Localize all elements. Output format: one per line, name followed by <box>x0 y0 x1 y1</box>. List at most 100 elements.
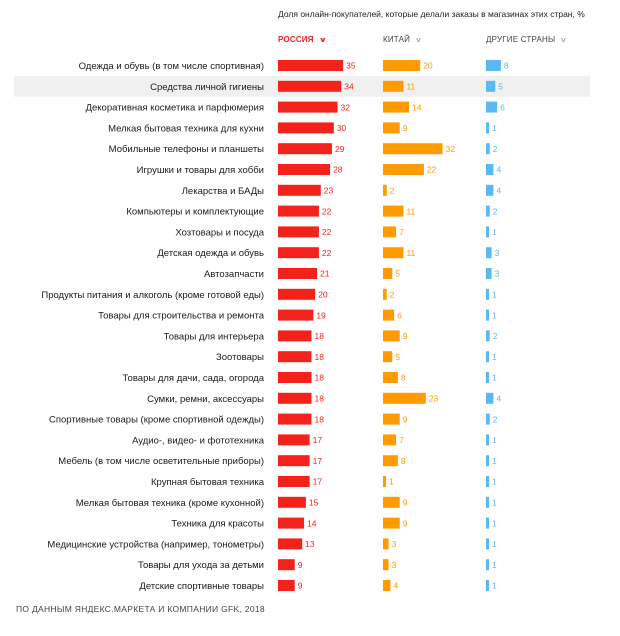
bar-other <box>486 101 498 113</box>
bar-china <box>383 330 400 342</box>
value-label-other: 3 <box>495 269 500 279</box>
value-label-russia: 17 <box>313 435 323 445</box>
value-label-china: 14 <box>412 102 422 112</box>
category-label: Средства личной гигиены <box>150 82 264 93</box>
value-label-other: 1 <box>492 310 497 320</box>
bar-other <box>486 143 490 155</box>
value-label-china: 6 <box>397 310 402 320</box>
value-label-russia: 9 <box>298 581 303 591</box>
category-label: Товары для строительства и ремонта <box>98 311 265 322</box>
bar-other <box>486 122 489 134</box>
category-label: Медицинские устройства (например, тономе… <box>47 539 264 550</box>
bar-other <box>486 164 494 175</box>
bar-china <box>383 288 387 300</box>
bar-russia <box>278 205 319 217</box>
value-label-china: 8 <box>401 373 406 383</box>
bar-russia <box>278 413 312 425</box>
bar-china <box>383 517 400 529</box>
category-label: Компьютеры и комплектующие <box>126 207 264 218</box>
value-label-china: 5 <box>395 352 400 362</box>
chevron-down-icon: ∨ <box>560 37 568 44</box>
bar-russia <box>278 455 310 467</box>
category-label: Мобильные телефоны и планшеты <box>109 144 264 155</box>
category-label: Товары для ухода за детьми <box>138 560 264 571</box>
bar-russia <box>278 580 295 591</box>
category-label: Детская одежда и обувь <box>157 248 264 259</box>
bar-russia <box>278 101 338 113</box>
value-label-china: 3 <box>392 539 397 549</box>
category-label: Сумки, ремни, аксессуары <box>147 394 264 405</box>
value-label-other: 1 <box>492 456 497 466</box>
value-label-russia: 23 <box>324 186 334 196</box>
category-label: Продукты питания и алкоголь (кроме готов… <box>41 290 264 301</box>
bar-russia <box>278 226 319 238</box>
column-header-china-label: КИТАЙ <box>383 35 411 44</box>
bar-russia <box>278 60 344 71</box>
category-label: Спортивные товары (кроме спортивной одеж… <box>49 415 264 426</box>
value-label-russia: 18 <box>314 414 324 424</box>
chart-subtitle: Доля онлайн-покупателей, которые делали … <box>278 9 585 19</box>
bar-other <box>486 60 501 71</box>
bar-china <box>383 413 400 425</box>
value-label-china: 3 <box>392 560 397 570</box>
value-label-other: 2 <box>493 414 498 424</box>
bar-china <box>383 184 387 196</box>
column-header-other[interactable]: ДРУГИЕ СТРАНЫ ∨ <box>486 35 567 44</box>
column-header-russia-label: РОССИЯ <box>278 35 314 44</box>
bar-russia <box>278 268 318 279</box>
bar-other <box>486 392 494 404</box>
value-label-russia: 17 <box>313 477 323 487</box>
bar-russia <box>278 164 331 175</box>
bar-russia <box>278 184 321 196</box>
category-label: Мелкая бытовая техника для кухни <box>108 123 264 134</box>
value-label-russia: 22 <box>322 206 332 216</box>
value-label-china: 11 <box>406 248 415 258</box>
bar-russia <box>278 476 310 487</box>
bar-other <box>486 413 490 425</box>
value-label-russia: 19 <box>316 310 326 320</box>
bar-russia <box>278 538 303 550</box>
column-header-russia[interactable]: РОССИЯ ∨ <box>278 35 327 44</box>
category-label: Зоотовары <box>216 352 264 363</box>
value-label-other: 3 <box>495 248 500 258</box>
chevron-down-icon: ∨ <box>415 37 423 44</box>
bar-china <box>383 476 386 487</box>
value-label-china: 4 <box>393 581 398 591</box>
value-label-china: 20 <box>423 61 433 71</box>
bar-other <box>486 80 496 92</box>
category-label: Мебель (в том числе осветительные прибор… <box>58 456 264 467</box>
bar-china <box>383 80 404 92</box>
value-label-russia: 9 <box>298 560 303 570</box>
value-label-russia: 28 <box>333 165 343 175</box>
column-header-china[interactable]: КИТАЙ ∨ <box>383 35 423 44</box>
value-label-russia: 29 <box>335 144 345 154</box>
bar-russia <box>278 351 312 363</box>
category-label: Декоративная косметика и парфюмерия <box>86 103 264 114</box>
value-label-china: 23 <box>429 394 439 404</box>
bar-russia <box>278 392 312 404</box>
value-label-other: 1 <box>492 560 497 570</box>
bar-china <box>383 392 426 404</box>
bar-china <box>383 580 391 591</box>
value-label-other: 4 <box>496 165 501 175</box>
value-label-china: 2 <box>390 186 395 196</box>
bar-china <box>383 372 398 383</box>
bar-china <box>383 434 397 446</box>
category-label: Детские спортивные товары <box>139 581 264 592</box>
value-label-russia: 21 <box>320 269 330 279</box>
bar-other <box>486 226 489 238</box>
bar-other <box>486 559 489 571</box>
value-label-china: 5 <box>395 269 400 279</box>
value-label-other: 4 <box>496 186 501 196</box>
value-label-russia: 20 <box>318 290 328 300</box>
bar-chart: Одежда и обувь (в том числе спортивная) 3… <box>14 60 590 592</box>
value-label-china: 11 <box>406 206 415 216</box>
bar-russia <box>278 288 316 300</box>
bar-russia <box>278 309 314 321</box>
value-label-other: 1 <box>492 581 497 591</box>
category-label: Хозтовары и посуда <box>175 227 264 238</box>
value-label-russia: 18 <box>314 373 324 383</box>
value-label-china: 1 <box>389 477 394 487</box>
bar-china <box>383 122 400 134</box>
bar-china <box>383 538 389 550</box>
